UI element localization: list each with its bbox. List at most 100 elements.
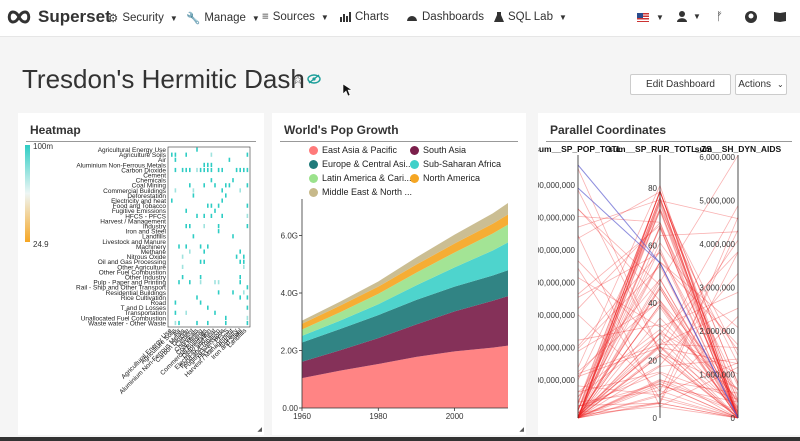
nav-sources-label: Sources bbox=[272, 11, 315, 23]
heatmap-cell bbox=[192, 193, 195, 198]
heatmap-cell bbox=[207, 320, 209, 326]
pc-axis-label: sum__SP_POP_TOTL bbox=[538, 144, 622, 154]
heatmap-cell bbox=[246, 305, 249, 310]
area-series[interactable] bbox=[302, 242, 508, 343]
heatmap-cell bbox=[174, 310, 177, 315]
code-branch-icon[interactable]: ᚠ bbox=[716, 11, 723, 23]
chevron-down-icon[interactable]: ▼ bbox=[656, 13, 664, 22]
edit-dashboard-button[interactable]: Edit Dashboard bbox=[630, 74, 731, 95]
actions-button[interactable]: Actions ⌄ bbox=[735, 74, 787, 95]
pc-tick-label: 4,000,000 bbox=[699, 240, 735, 249]
heatmap-cell bbox=[192, 188, 195, 193]
legend-item[interactable]: Sub-Saharan Africa bbox=[410, 159, 501, 169]
area-chart[interactable]: 0.00 2.0G 4.0G 6.0G 1960 1980 2000 bbox=[272, 113, 526, 435]
nav-dashboards[interactable]: Dashboards bbox=[406, 11, 484, 23]
pc-tick-label: 20 bbox=[648, 357, 657, 366]
heatmap-row-label: Cement bbox=[143, 173, 166, 180]
heatmap-row-label: Harvest / Management bbox=[100, 218, 166, 225]
flask-icon bbox=[494, 11, 504, 22]
heatmap-cell bbox=[199, 244, 202, 249]
heatmap-cell bbox=[174, 320, 177, 326]
heatmap-cell bbox=[203, 213, 205, 218]
heatmap-cell bbox=[185, 224, 187, 229]
heatmap-row-label: Aluminium Non-Ferrous Metals bbox=[76, 162, 166, 169]
heatmap-cell bbox=[246, 295, 249, 300]
heatmap-cell bbox=[246, 183, 249, 188]
heatmap-cell bbox=[207, 203, 209, 208]
heatmap-row-label: Air bbox=[158, 157, 167, 164]
parallel-coordinates-chart[interactable]: sum__SP_POP_TOTLsum__SP_RUR_TOTL_ZSsum__… bbox=[538, 113, 800, 435]
heatmap-row-label: Transportation bbox=[124, 310, 166, 317]
heatmap-row-label: Machinery bbox=[136, 244, 167, 251]
brand[interactable]: Superset bbox=[6, 7, 111, 27]
heatmap-cell bbox=[217, 167, 220, 173]
heatmap-cell bbox=[239, 280, 241, 285]
heatmap-cell bbox=[196, 295, 198, 300]
resize-handle-icon[interactable]: ◢ bbox=[519, 427, 524, 433]
heatmap-cell bbox=[243, 259, 245, 264]
heatmap-cell bbox=[214, 183, 216, 188]
nav-charts[interactable]: Charts bbox=[340, 11, 389, 23]
area-series[interactable] bbox=[302, 203, 508, 324]
heatmap-cell bbox=[210, 178, 213, 183]
y-tick-label: 0.00 bbox=[282, 404, 298, 413]
legend-item[interactable]: North America bbox=[410, 173, 480, 183]
legend-item[interactable]: South Asia bbox=[410, 145, 466, 155]
heatmap-row-label: Methane bbox=[141, 249, 167, 256]
legend-item[interactable]: Latin America & Cari... bbox=[309, 173, 412, 183]
heatmap-row-label: Waste water - Other Waste bbox=[88, 320, 166, 327]
resize-handle-icon[interactable]: ◢ bbox=[257, 427, 262, 433]
heatmap-chart[interactable]: 100m 24.9 Agricultural Energy UseAgricul… bbox=[18, 113, 264, 435]
x-tick-label: 1960 bbox=[293, 412, 311, 421]
heatmap-cell bbox=[225, 320, 227, 326]
heatmap-cell bbox=[246, 315, 249, 320]
legend-item[interactable]: East Asia & Pacific bbox=[309, 145, 397, 155]
pc-tick-label: 0 bbox=[731, 414, 736, 423]
parallel-panel: Parallel Coordinates sum__SP_POP_TOTL sum… bbox=[538, 113, 800, 435]
book-icon[interactable] bbox=[774, 11, 786, 22]
heatmap-cell bbox=[246, 152, 249, 157]
heatmap-cell bbox=[217, 229, 220, 234]
dashboard-icon bbox=[407, 16, 417, 21]
legend-swatch bbox=[410, 145, 419, 155]
heatmap-cell bbox=[243, 290, 245, 295]
heatmap-cell bbox=[221, 198, 223, 203]
github-icon[interactable] bbox=[745, 11, 757, 23]
pc-tick-label: 1,000,000 bbox=[699, 371, 735, 380]
nav-sources[interactable]: ≡ Sources ▼ bbox=[262, 11, 329, 23]
nav-manage[interactable]: 🔧 Manage ▼ bbox=[186, 11, 260, 25]
eye-slash-icon[interactable] bbox=[307, 74, 321, 84]
parallel-title: Parallel Coordinates bbox=[550, 123, 667, 137]
area-series[interactable] bbox=[302, 270, 508, 362]
legend-label: Europe & Central Asi... bbox=[322, 159, 414, 169]
legend-swatch bbox=[410, 173, 419, 183]
heatmap-row-label: Agricultural Energy Use bbox=[98, 147, 167, 154]
nav-sql-lab[interactable]: SQL Lab ▼ bbox=[494, 11, 567, 23]
area-series[interactable] bbox=[302, 224, 508, 336]
heatmap-cell bbox=[203, 183, 205, 188]
area-series[interactable] bbox=[302, 296, 508, 379]
us-flag-icon[interactable] bbox=[637, 13, 649, 22]
heatmap-cell bbox=[246, 213, 249, 218]
heatmap-cell bbox=[217, 280, 220, 285]
heatmap-cell bbox=[203, 162, 205, 167]
x-tick-label: 1980 bbox=[369, 412, 387, 421]
heatmap-cell bbox=[189, 249, 191, 254]
heatmap-cell bbox=[199, 259, 202, 264]
pc-tick-label: 3,000,000 bbox=[699, 284, 735, 293]
user-menu[interactable]: ▼ bbox=[677, 11, 701, 22]
heatmap-cell bbox=[171, 152, 173, 157]
heatmap-cell bbox=[225, 183, 227, 188]
legend-item[interactable]: Europe & Central Asi... bbox=[309, 159, 413, 169]
heatmap-cell bbox=[192, 234, 195, 239]
heatmap-legend-min: 24.9 bbox=[33, 240, 49, 249]
area-series[interactable] bbox=[302, 345, 508, 408]
heatmap-cell bbox=[239, 275, 241, 280]
heatmap-row-label: Livestock and Manure bbox=[102, 239, 166, 246]
legend-item[interactable]: Middle East & North ... bbox=[309, 187, 412, 197]
nav-security[interactable]: ⚙ Security ▼ bbox=[108, 11, 178, 25]
area-series[interactable] bbox=[302, 214, 508, 330]
heatmap-row-label: Carbon Dioxide bbox=[121, 167, 166, 174]
star-icon[interactable]: ☆ bbox=[292, 72, 304, 87]
heatmap-cell bbox=[225, 193, 227, 198]
